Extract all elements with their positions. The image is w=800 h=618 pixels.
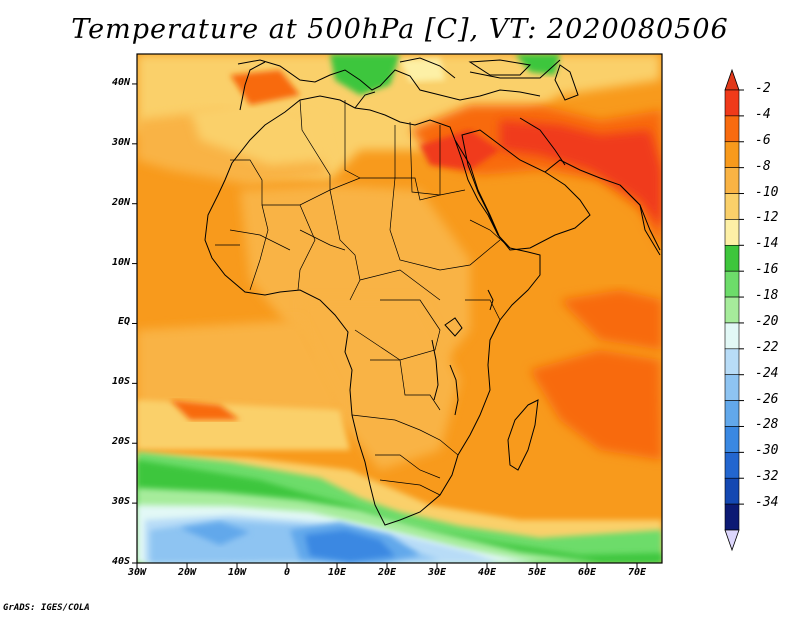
colorbar-label: -34: [755, 495, 779, 511]
lon-tick-label: 20E: [377, 567, 397, 578]
colorbar-label: -20: [755, 313, 779, 329]
colorbar-bin: [724, 115, 740, 143]
colorbar-label: -4: [755, 106, 771, 122]
lon-tick-label: 10E: [327, 567, 347, 578]
lat-tick-label: 40S: [111, 556, 130, 567]
colorbar-bin: [724, 270, 740, 298]
colorbar-label: -6: [755, 132, 771, 148]
credit-text: GrADS: IGES/COLA: [3, 603, 90, 613]
map-title: Temperature at 500hPa [C], VT: 202008050…: [71, 14, 729, 45]
lon-tick-label: 10W: [227, 567, 247, 578]
country-borders: [215, 99, 511, 496]
colorbar-bin: [724, 374, 740, 401]
lat-tick-label: 10S: [111, 376, 130, 388]
colorbar-label: -10: [755, 184, 779, 200]
lon-tick-label: 0: [283, 567, 291, 578]
colorbar-label: -14: [755, 236, 779, 252]
colorbar-bin: [724, 141, 740, 168]
colorbar-bin: [724, 244, 740, 272]
colorbar-bin: [724, 296, 740, 324]
colorbar-label: -24: [755, 365, 779, 381]
lon-tick-label: 30W: [127, 567, 147, 578]
colorbar-label: -16: [755, 262, 779, 278]
colorbar-bin: [724, 89, 740, 117]
colorbar-label: -28: [755, 417, 779, 433]
colorbar-bottom-triangle: [724, 529, 740, 552]
plot-frame: [136, 53, 663, 564]
colorbar-bin: [724, 452, 740, 479]
longitude-ticks: [136, 563, 638, 568]
colorbar-bin: [724, 322, 740, 350]
colorbar: [724, 68, 744, 552]
colorbar-label: -30: [755, 443, 779, 459]
lat-tick-label: 20S: [111, 436, 130, 448]
colorbar-label: -2: [755, 81, 771, 96]
colorbar-bin: [724, 167, 740, 194]
colorbar-bin: [724, 193, 740, 220]
colorbar-top-triangle: [724, 68, 740, 91]
lon-tick-label: 60E: [577, 567, 597, 578]
colorbar-bin: [724, 477, 740, 505]
colorbar-bin: [724, 348, 740, 376]
lon-tick-label: 20W: [177, 567, 197, 578]
lat-tick-label: 40N: [111, 76, 130, 88]
temperature-field: [137, 54, 662, 563]
colorbar-label: -26: [755, 391, 779, 407]
lon-tick-label: 70E: [627, 567, 647, 578]
lat-tick-label: 20N: [111, 196, 130, 208]
colorbar-bin: [724, 219, 740, 246]
coastlines: [204, 57, 661, 526]
latitude-ticks: [132, 83, 137, 564]
lon-tick-label: 50E: [527, 567, 547, 578]
lat-tick-label: 10N: [111, 256, 130, 268]
colorbar-label: -8: [755, 158, 771, 174]
lon-tick-label: 40E: [477, 567, 497, 578]
lat-tick-label: 30N: [111, 136, 130, 148]
colorbar-bin: [724, 426, 740, 453]
colorbar-label: -32: [755, 469, 779, 485]
lon-tick-label: 30E: [427, 567, 447, 578]
colorbar-label: -22: [755, 339, 779, 355]
lat-tick-label: EQ: [117, 316, 130, 328]
colorbar-label: -18: [755, 288, 779, 304]
colorbar-bin: [724, 503, 740, 531]
colorbar-bin: [724, 400, 740, 427]
colorbar-label: -12: [755, 210, 779, 226]
lat-tick-label: 30S: [111, 496, 130, 508]
